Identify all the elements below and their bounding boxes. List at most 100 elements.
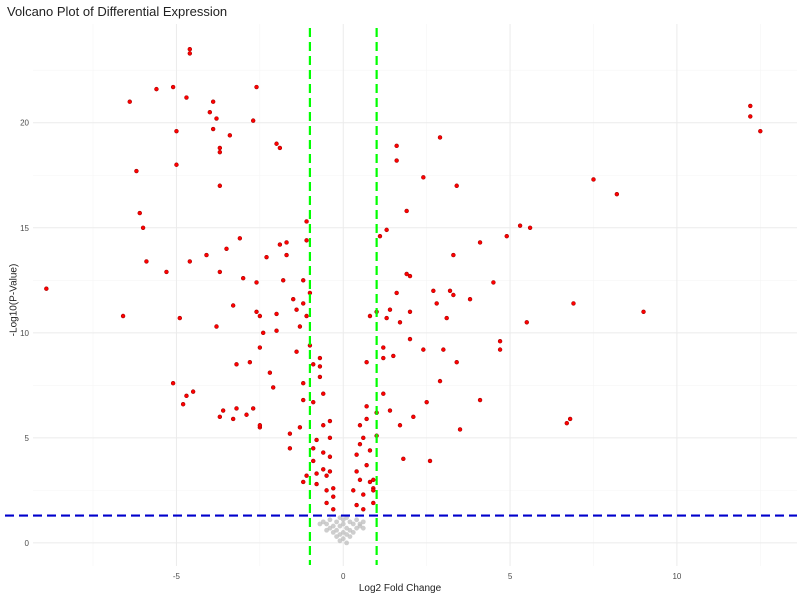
data-point-significant: [170, 381, 176, 386]
data-point-significant: [384, 227, 389, 233]
data-point-significant: [210, 126, 216, 132]
data-point-nonsignificant: [360, 525, 366, 531]
data-point-significant: [391, 353, 396, 359]
x-tick-label: 5: [508, 572, 513, 581]
data-point-significant: [748, 114, 753, 119]
data-point-significant: [351, 488, 356, 493]
y-tick-label: 5: [25, 434, 30, 443]
data-point-significant: [127, 99, 132, 104]
data-point-significant: [177, 315, 182, 321]
data-point-nonsignificant: [360, 519, 366, 525]
data-point-significant: [287, 446, 293, 451]
data-point-significant: [170, 84, 176, 90]
data-point-significant: [317, 374, 323, 380]
data-point-significant: [407, 336, 413, 342]
data-point-significant: [354, 469, 359, 474]
data-point-significant: [361, 507, 366, 512]
data-point-significant: [324, 500, 329, 506]
data-point-significant: [437, 378, 443, 384]
data-point-significant: [411, 414, 416, 420]
data-point-significant: [210, 99, 216, 104]
data-point-significant: [454, 360, 459, 365]
data-point-significant: [357, 423, 363, 428]
data-point-nonsignificant: [340, 521, 346, 527]
data-point-significant: [371, 500, 376, 506]
data-point-significant: [294, 307, 299, 312]
data-point-significant: [254, 280, 259, 285]
data-point-significant: [317, 355, 323, 361]
data-point-significant: [327, 418, 333, 424]
data-point-significant: [314, 481, 319, 487]
data-point-significant: [477, 240, 483, 245]
data-point-significant: [297, 324, 303, 329]
data-point-significant: [491, 280, 496, 285]
data-point-significant: [314, 437, 319, 443]
data-point-significant: [144, 259, 149, 264]
data-point-significant: [497, 347, 503, 352]
data-point-significant: [154, 86, 159, 92]
data-point-significant: [367, 448, 373, 453]
data-point-significant: [304, 473, 309, 478]
data-point-nonsignificant: [317, 521, 323, 527]
data-point-significant: [237, 236, 243, 241]
data-point-significant: [367, 313, 373, 319]
data-point-nonsignificant: [334, 519, 339, 525]
data-point-significant: [214, 116, 219, 121]
data-point-significant: [174, 128, 179, 134]
data-point-significant: [311, 399, 316, 405]
data-point-significant: [271, 385, 276, 390]
data-point-significant: [421, 175, 426, 180]
data-point-significant: [187, 259, 193, 264]
data-point-significant: [301, 278, 306, 283]
data-point-nonsignificant: [327, 517, 333, 523]
data-point-significant: [324, 473, 329, 478]
data-point-significant: [120, 313, 126, 319]
data-point-significant: [234, 362, 239, 367]
x-axis-label: Log2 Fold Change: [358, 583, 442, 594]
data-point-significant: [230, 416, 236, 422]
data-point-significant: [457, 427, 463, 432]
data-point-significant: [140, 225, 146, 230]
data-point-significant: [284, 252, 289, 258]
data-point-nonsignificant: [354, 517, 360, 523]
data-point-significant: [467, 297, 473, 302]
data-point-significant: [291, 297, 296, 302]
data-point-significant: [294, 349, 299, 354]
data-point-nonsignificant: [344, 540, 350, 546]
data-point-significant: [311, 362, 316, 367]
data-point-significant: [504, 233, 509, 239]
data-point-significant: [454, 183, 459, 188]
data-point-nonsignificant: [350, 521, 356, 527]
data-point-significant: [407, 309, 413, 315]
data-point-significant: [274, 141, 279, 146]
data-point-significant: [371, 488, 376, 493]
data-point-significant: [381, 355, 386, 361]
data-point-significant: [527, 225, 533, 230]
data-point-significant: [44, 286, 49, 291]
data-point-significant: [641, 309, 646, 315]
data-point-significant: [304, 238, 309, 243]
data-point-nonsignificant: [330, 523, 336, 529]
data-point-significant: [134, 168, 139, 174]
data-point-significant: [247, 360, 253, 365]
data-point-significant: [217, 149, 223, 155]
data-point-significant: [257, 313, 263, 319]
data-point-significant: [314, 471, 319, 476]
data-point-significant: [254, 84, 259, 90]
data-point-significant: [277, 242, 283, 247]
data-point-significant: [304, 219, 309, 224]
data-point-significant: [354, 502, 359, 508]
data-point-significant: [227, 133, 233, 138]
data-point-significant: [180, 402, 186, 407]
data-point-significant: [387, 408, 393, 413]
data-point-significant: [331, 494, 336, 499]
data-point-significant: [204, 252, 209, 258]
data-point-significant: [190, 389, 196, 394]
data-point-significant: [327, 454, 333, 459]
data-point-significant: [361, 492, 366, 497]
x-tick-label: -5: [173, 572, 181, 581]
data-point-significant: [364, 462, 369, 468]
data-point-significant: [377, 233, 383, 239]
data-point-nonsignificant: [324, 521, 329, 527]
